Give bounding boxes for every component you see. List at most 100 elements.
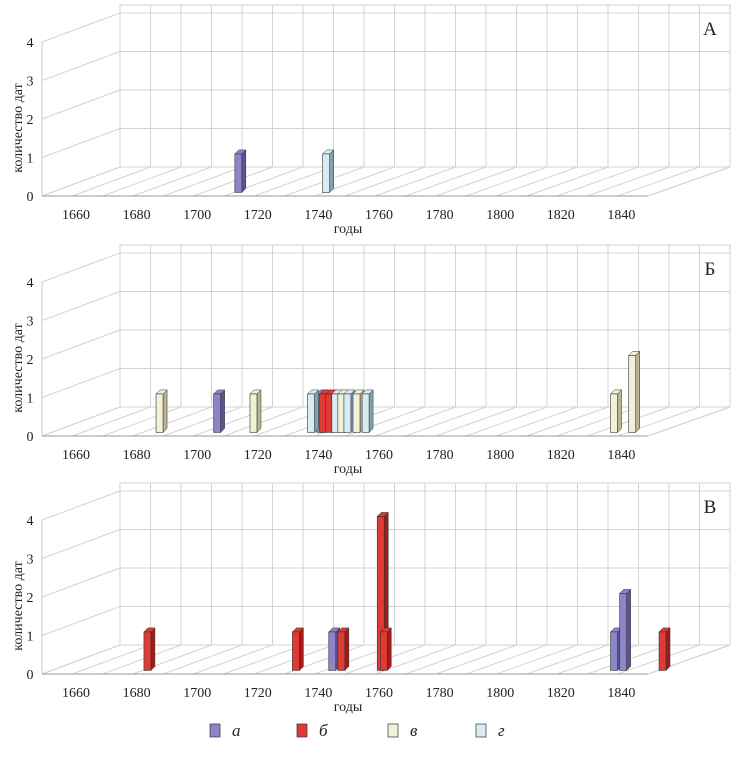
- bar-b: [143, 627, 156, 672]
- bar-g: [322, 149, 335, 194]
- floor-line: [435, 644, 517, 675]
- floor-edge: [647, 406, 731, 437]
- y-tick-label: 1: [27, 630, 34, 645]
- bar-side: [368, 389, 374, 434]
- x-tick-label: 1740: [304, 686, 332, 701]
- x-tick-label: 1680: [123, 208, 151, 223]
- x-tick-label: 1760: [365, 208, 393, 223]
- side-grid-line: [41, 529, 121, 559]
- floor-line: [466, 406, 548, 437]
- bar-side: [617, 389, 622, 434]
- panel-1: 0 1 2 3 4 1660 1680 1700 1720 1740 1760 1780 1800 182…: [11, 4, 731, 237]
- side-grid-line: [41, 329, 121, 360]
- legend-label: в: [410, 721, 418, 740]
- bar-front: [337, 631, 346, 671]
- legend-label: а: [232, 721, 241, 740]
- x-tick-label: 1700: [183, 208, 211, 223]
- side-grid-line: [41, 567, 121, 598]
- bar-b: [337, 627, 350, 672]
- side-grid-line: [41, 490, 121, 521]
- bar-front: [234, 153, 243, 193]
- side-grid-line: [41, 12, 121, 43]
- floor-line: [375, 406, 456, 437]
- bar-side: [256, 389, 262, 434]
- bar-front: [292, 631, 300, 671]
- floor-line: [617, 166, 700, 197]
- y-tick-label: 3: [27, 553, 34, 568]
- floor-line: [496, 406, 578, 437]
- x-tick-label: 1800: [486, 686, 514, 701]
- y-tick-label: 4: [27, 514, 34, 529]
- floor-line: [163, 644, 243, 675]
- side-grid-line: [41, 128, 121, 158]
- x-tick-label: 1660: [62, 208, 90, 223]
- floor-line: [223, 406, 304, 437]
- bar-side: [344, 627, 350, 672]
- bar-side: [387, 627, 392, 672]
- floor-line: [163, 406, 243, 437]
- bar-side: [150, 627, 156, 672]
- floor-line: [102, 406, 182, 437]
- legend-swatch: [475, 723, 487, 738]
- bar-front: [249, 393, 258, 433]
- floor-line: [435, 406, 517, 437]
- floor-line: [496, 644, 578, 675]
- bar-front: [328, 631, 337, 671]
- x-tick-label: 1780: [426, 686, 454, 701]
- x-axis-label: годы: [334, 462, 363, 477]
- side-grid-line: [41, 51, 121, 81]
- legend-label: г: [498, 721, 505, 740]
- legend-swatch: [296, 723, 308, 738]
- panel-2: 0 1 2 3 4 1660 1680 1700 1720 1740 1760 1780 1800 182…: [11, 244, 731, 477]
- side-grid-line: [41, 606, 121, 636]
- floor-line: [587, 166, 670, 197]
- x-tick-label: 1840: [607, 448, 635, 463]
- x-tick-label: 1700: [183, 448, 211, 463]
- y-tick-label: 0: [27, 190, 34, 205]
- bar-front: [343, 393, 352, 433]
- legend-item-v: в: [387, 721, 418, 740]
- y-tick-label: 4: [27, 276, 34, 291]
- legend-label: б: [319, 721, 328, 740]
- x-axis-label: годы: [334, 222, 363, 237]
- y-tick-label: 4: [27, 36, 34, 51]
- x-tick-label: 1700: [183, 686, 211, 701]
- x-tick-label: 1680: [123, 686, 151, 701]
- x-tick-label: 1680: [123, 448, 151, 463]
- bar-v: [628, 350, 641, 434]
- y-axis-label: количество дат: [11, 323, 26, 412]
- bar-v: [155, 389, 168, 434]
- floor-line: [466, 644, 548, 675]
- floor-line: [496, 166, 578, 197]
- bar-a: [213, 389, 226, 434]
- y-tick-label: 1: [27, 152, 34, 167]
- legend-item-a: а: [209, 721, 241, 740]
- bar-b: [658, 627, 671, 672]
- y-tick-label: 0: [27, 430, 34, 445]
- y-tick-label: 3: [27, 75, 34, 90]
- y-tick-label: 3: [27, 315, 34, 330]
- x-axis-label: годы: [334, 700, 363, 715]
- floor-line: [405, 406, 487, 437]
- x-tick-label: 1720: [244, 448, 272, 463]
- panel-3: 0 1 2 3 4 1660 1680 1700 1720 1740 1760 1780 1800 182…: [11, 482, 731, 715]
- floor-line: [41, 406, 121, 437]
- floor-line: [72, 406, 151, 437]
- x-tick-label: 1820: [547, 208, 575, 223]
- x-tick-label: 1820: [547, 448, 575, 463]
- x-tick-label: 1660: [62, 686, 90, 701]
- legend-item-b: б: [296, 721, 328, 740]
- bar-side: [626, 588, 631, 672]
- bar-g: [306, 389, 320, 434]
- bar-front: [213, 393, 221, 433]
- bar-b: [291, 627, 305, 672]
- floor-line: [132, 406, 212, 437]
- floor-line: [556, 406, 639, 437]
- floor-line: [526, 644, 609, 675]
- legend-swatch: [387, 723, 399, 738]
- floor-line: [405, 166, 487, 197]
- y-axis-label: количество дат: [11, 83, 26, 172]
- bar-side: [329, 149, 334, 194]
- floor-line: [556, 166, 639, 197]
